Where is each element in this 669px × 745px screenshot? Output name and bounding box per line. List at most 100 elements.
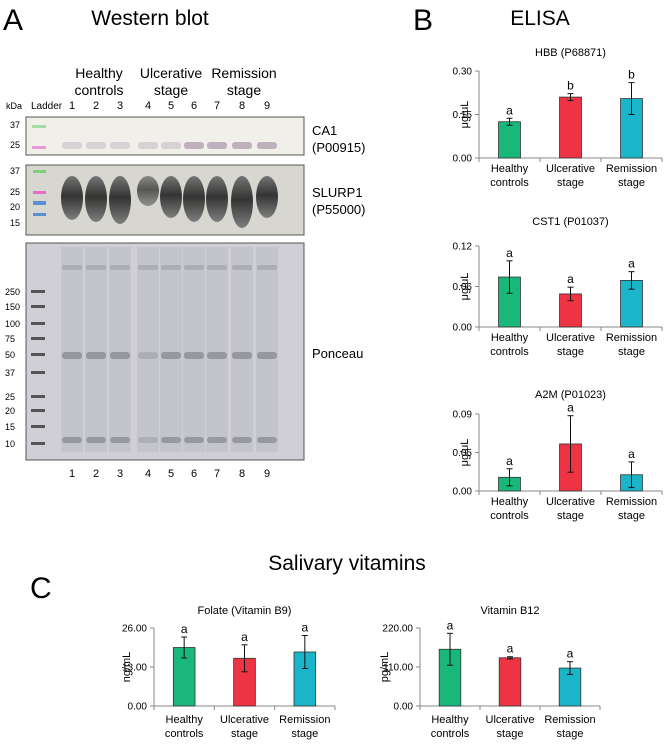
panel-b-title: ELISA xyxy=(510,7,570,30)
ponceau-band-top xyxy=(257,265,277,270)
ponceau-lane xyxy=(61,247,83,452)
y-tick-label: 0.00 xyxy=(453,487,473,498)
slurp1-band xyxy=(183,176,205,222)
ponceau-band-50 xyxy=(62,352,82,359)
y-axis-label: μg/uL xyxy=(459,273,471,301)
ponceau-band-50 xyxy=(207,352,227,359)
category-label: Healthy xyxy=(431,714,469,726)
ca1-band xyxy=(232,142,252,149)
ca1-marker-labels: 37 25 xyxy=(10,120,20,150)
marker-label: 20 xyxy=(10,202,20,212)
marker-label: 100 xyxy=(5,319,20,329)
lane-number-top: 2 xyxy=(93,100,99,112)
category-label: Remission xyxy=(606,496,657,508)
ponceau-band-50 xyxy=(184,352,204,359)
ponceau-band-top xyxy=(184,265,204,270)
kda-label: kDa xyxy=(6,101,22,111)
ladder-band-15b xyxy=(33,213,46,216)
ladder-band xyxy=(31,425,45,428)
marker-label: 20 xyxy=(5,406,15,416)
ca1-bands xyxy=(62,142,277,149)
ponceau-band-10 xyxy=(86,437,106,443)
marker-label: 75 xyxy=(5,334,15,344)
y-tick-label: 0.00 xyxy=(394,702,414,713)
category-label: stage xyxy=(557,177,584,189)
category-label: Ulcerative xyxy=(546,163,595,175)
slurp1-band xyxy=(160,176,182,218)
ca1-band xyxy=(257,142,277,149)
y-tick-label: 0.15 xyxy=(453,110,473,121)
slurp1-band xyxy=(231,176,253,228)
significance-letter: a xyxy=(181,622,188,636)
ponceau-band-top xyxy=(207,265,227,270)
significance-letter: a xyxy=(241,630,248,644)
lane-number-bottom: 7 xyxy=(214,468,220,480)
ponceau-band-top xyxy=(232,265,252,270)
slurp1-accession: (P55000) xyxy=(312,202,365,217)
marker-label: 250 xyxy=(5,287,20,297)
y-tick-label: 0.12 xyxy=(453,242,473,253)
y-tick-label: 0.00 xyxy=(453,323,473,334)
category-label: controls xyxy=(490,177,529,189)
chart-hbb: HBB (P68871) μg/uL 0.00 0.15 0.30 a Healthy con… xyxy=(453,47,663,189)
ponceau-lane xyxy=(256,247,278,452)
category-label: stage xyxy=(231,728,258,740)
slurp1-band xyxy=(61,176,83,220)
category-label: controls xyxy=(165,728,204,740)
ponceau-lane xyxy=(109,247,131,452)
slurp1-band xyxy=(256,176,278,218)
category-label: Ulcerative xyxy=(546,332,595,344)
category-label: stage xyxy=(497,728,524,740)
ponceau-lane xyxy=(85,247,107,452)
chart-cst1: CST1 (P01037) μg/uL 0.00 0.06 0.12 a Healthy co… xyxy=(453,216,663,358)
ca1-band xyxy=(207,142,227,149)
lane-number-top: 5 xyxy=(168,100,174,112)
ladder-band xyxy=(31,371,45,374)
category-label: Remission xyxy=(279,714,330,726)
bar xyxy=(498,657,522,707)
y-tick-label: 13.00 xyxy=(122,663,147,674)
ponceau-lane xyxy=(160,247,182,452)
category-label: Healthy xyxy=(491,332,529,344)
bar xyxy=(559,96,582,159)
lane-number-bottom: 1 xyxy=(69,468,75,480)
ladder-band xyxy=(31,395,45,398)
ponceau-band-50 xyxy=(232,352,252,359)
ladder-band xyxy=(31,290,45,293)
chart-title: Vitamin B12 xyxy=(480,605,539,617)
y-tick-label: 0.00 xyxy=(453,154,473,165)
lane-number-top: 3 xyxy=(117,100,123,112)
chart-folate: Folate (Vitamin B9) ng/mL 0.00 13.00 26.00 a H… xyxy=(121,605,336,740)
marker-label: 25 xyxy=(10,187,20,197)
category-label: controls xyxy=(490,510,529,522)
panel-a-letter: A xyxy=(3,4,23,37)
significance-letter: a xyxy=(567,401,574,415)
ponceau-band-10 xyxy=(161,437,181,443)
ponceau-bands xyxy=(61,247,278,452)
marker-label: 15 xyxy=(5,422,15,432)
ladder-band-20b xyxy=(33,201,46,205)
ponceau-band-10 xyxy=(110,437,130,443)
category-label: Ulcerative xyxy=(546,496,595,508)
lane-numbers-bottom: 1 2 3 4 5 6 7 8 9 xyxy=(69,468,270,480)
ponceau-band-50 xyxy=(257,352,277,359)
chart-title: A2M (P01023) xyxy=(535,389,606,401)
significance-letter: a xyxy=(567,272,574,286)
ladder-band xyxy=(31,353,45,356)
slurp1-band xyxy=(85,176,107,222)
chart-title: Folate (Vitamin B9) xyxy=(198,605,292,617)
lane-number-top: 4 xyxy=(145,100,151,112)
category-label: controls xyxy=(431,728,470,740)
ponceau-band-50 xyxy=(86,352,106,359)
category-label: stage xyxy=(557,346,584,358)
ladder-band xyxy=(31,409,45,412)
marker-label: 15 xyxy=(10,218,20,228)
ladder-band xyxy=(31,305,45,308)
y-tick-label: 0.06 xyxy=(453,282,473,293)
lane-number-bottom: 4 xyxy=(145,468,151,480)
chart-title: CST1 (P01037) xyxy=(532,216,608,228)
ponceau-band-50 xyxy=(161,352,181,359)
marker-label: 25 xyxy=(5,392,15,402)
category-label: stage xyxy=(557,728,584,740)
category-label: Remission xyxy=(544,714,595,726)
